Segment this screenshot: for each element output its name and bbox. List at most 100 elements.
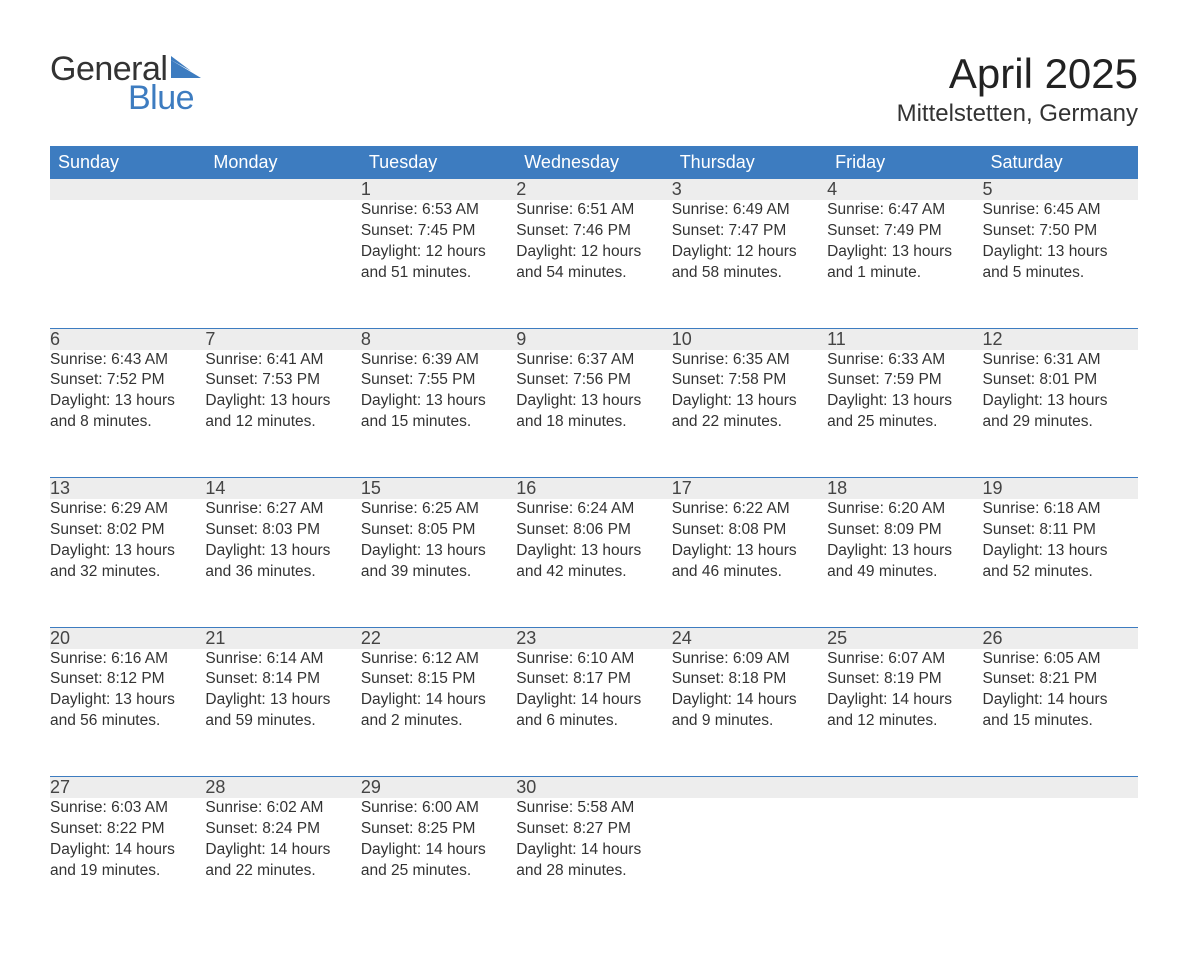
- daylight-text: and 19 minutes.: [50, 861, 205, 882]
- daylight-text: and 1 minute.: [827, 263, 982, 284]
- daylight-text: and 9 minutes.: [672, 711, 827, 732]
- day-details: Sunrise: 6:18 AMSunset: 8:11 PMDaylight:…: [983, 499, 1138, 627]
- weekday-header: Tuesday: [361, 146, 516, 179]
- day-number: 23: [516, 627, 671, 649]
- day-details: Sunrise: 6:16 AMSunset: 8:12 PMDaylight:…: [50, 649, 205, 777]
- day-details: [672, 798, 827, 926]
- day-number: 18: [827, 478, 982, 500]
- daylight-text: and 36 minutes.: [205, 562, 360, 583]
- daylight-text: and 15 minutes.: [361, 412, 516, 433]
- day-number: [50, 179, 205, 200]
- day-details: Sunrise: 6:09 AMSunset: 8:18 PMDaylight:…: [672, 649, 827, 777]
- sunset-text: Sunset: 8:19 PM: [827, 669, 982, 690]
- daylight-text: Daylight: 13 hours: [672, 391, 827, 412]
- day-number: 14: [205, 478, 360, 500]
- day-details: Sunrise: 6:35 AMSunset: 7:58 PMDaylight:…: [672, 350, 827, 478]
- sunrise-text: Sunrise: 6:41 AM: [205, 350, 360, 371]
- daylight-text: and 25 minutes.: [827, 412, 982, 433]
- sunrise-text: Sunrise: 6:10 AM: [516, 649, 671, 670]
- daylight-text: Daylight: 14 hours: [361, 840, 516, 861]
- day-number: 9: [516, 328, 671, 350]
- day-number: 12: [983, 328, 1138, 350]
- day-details: Sunrise: 6:10 AMSunset: 8:17 PMDaylight:…: [516, 649, 671, 777]
- daylight-text: Daylight: 13 hours: [361, 391, 516, 412]
- day-number: 24: [672, 627, 827, 649]
- day-number: 10: [672, 328, 827, 350]
- sunset-text: Sunset: 8:09 PM: [827, 520, 982, 541]
- daylight-text: Daylight: 12 hours: [516, 242, 671, 263]
- day-number: 15: [361, 478, 516, 500]
- day-number: 30: [516, 777, 671, 799]
- daylight-text: Daylight: 13 hours: [827, 242, 982, 263]
- day-number: 28: [205, 777, 360, 799]
- day-details: Sunrise: 6:03 AMSunset: 8:22 PMDaylight:…: [50, 798, 205, 926]
- sunset-text: Sunset: 8:05 PM: [361, 520, 516, 541]
- daylight-text: Daylight: 13 hours: [50, 541, 205, 562]
- sunset-text: Sunset: 7:45 PM: [361, 221, 516, 242]
- daylight-text: Daylight: 12 hours: [361, 242, 516, 263]
- day-details: Sunrise: 6:07 AMSunset: 8:19 PMDaylight:…: [827, 649, 982, 777]
- sunrise-text: Sunrise: 6:47 AM: [827, 200, 982, 221]
- sunset-text: Sunset: 8:01 PM: [983, 370, 1138, 391]
- day-details: [205, 200, 360, 328]
- daylight-text: and 12 minutes.: [205, 412, 360, 433]
- daylight-text: Daylight: 13 hours: [516, 541, 671, 562]
- daylight-text: Daylight: 14 hours: [827, 690, 982, 711]
- day-number: 26: [983, 627, 1138, 649]
- sunset-text: Sunset: 8:02 PM: [50, 520, 205, 541]
- daylight-text: Daylight: 13 hours: [205, 391, 360, 412]
- day-details: Sunrise: 6:41 AMSunset: 7:53 PMDaylight:…: [205, 350, 360, 478]
- sunrise-text: Sunrise: 6:39 AM: [361, 350, 516, 371]
- daylight-text: Daylight: 13 hours: [827, 541, 982, 562]
- sunset-text: Sunset: 8:17 PM: [516, 669, 671, 690]
- sunrise-text: Sunrise: 6:24 AM: [516, 499, 671, 520]
- sunset-text: Sunset: 7:47 PM: [672, 221, 827, 242]
- location-subtitle: Mittelstetten, Germany: [897, 100, 1138, 128]
- sunset-text: Sunset: 7:55 PM: [361, 370, 516, 391]
- weekday-header: Sunday: [50, 146, 205, 179]
- sunset-text: Sunset: 8:14 PM: [205, 669, 360, 690]
- daylight-text: Daylight: 13 hours: [672, 541, 827, 562]
- daylight-text: Daylight: 13 hours: [983, 391, 1138, 412]
- day-body-row: Sunrise: 6:16 AMSunset: 8:12 PMDaylight:…: [50, 649, 1138, 777]
- sunset-text: Sunset: 7:56 PM: [516, 370, 671, 391]
- weekday-header: Friday: [827, 146, 982, 179]
- daylight-text: and 49 minutes.: [827, 562, 982, 583]
- sunrise-text: Sunrise: 6:37 AM: [516, 350, 671, 371]
- day-details: Sunrise: 6:37 AMSunset: 7:56 PMDaylight:…: [516, 350, 671, 478]
- daylight-text: Daylight: 13 hours: [827, 391, 982, 412]
- day-number: 27: [50, 777, 205, 799]
- sunrise-text: Sunrise: 6:18 AM: [983, 499, 1138, 520]
- day-details: Sunrise: 6:53 AMSunset: 7:45 PMDaylight:…: [361, 200, 516, 328]
- sunrise-text: Sunrise: 6:00 AM: [361, 798, 516, 819]
- sunset-text: Sunset: 8:21 PM: [983, 669, 1138, 690]
- day-details: Sunrise: 6:25 AMSunset: 8:05 PMDaylight:…: [361, 499, 516, 627]
- daylight-text: Daylight: 13 hours: [983, 541, 1138, 562]
- daylight-text: and 56 minutes.: [50, 711, 205, 732]
- daylight-text: and 18 minutes.: [516, 412, 671, 433]
- month-title: April 2025: [897, 50, 1138, 98]
- sunrise-text: Sunrise: 5:58 AM: [516, 798, 671, 819]
- sunrise-text: Sunrise: 6:20 AM: [827, 499, 982, 520]
- page-header: General Blue April 2025 Mittelstetten, G…: [50, 50, 1138, 128]
- day-number: 4: [827, 179, 982, 200]
- day-number-row: 6789101112: [50, 328, 1138, 350]
- day-number: 20: [50, 627, 205, 649]
- day-number: 13: [50, 478, 205, 500]
- day-number: [205, 179, 360, 200]
- day-details: Sunrise: 6:00 AMSunset: 8:25 PMDaylight:…: [361, 798, 516, 926]
- day-details: Sunrise: 6:22 AMSunset: 8:08 PMDaylight:…: [672, 499, 827, 627]
- weekday-header: Monday: [205, 146, 360, 179]
- daylight-text: Daylight: 14 hours: [50, 840, 205, 861]
- daylight-text: and 59 minutes.: [205, 711, 360, 732]
- day-body-row: Sunrise: 6:53 AMSunset: 7:45 PMDaylight:…: [50, 200, 1138, 328]
- day-number: 25: [827, 627, 982, 649]
- day-number-row: 20212223242526: [50, 627, 1138, 649]
- daylight-text: Daylight: 13 hours: [516, 391, 671, 412]
- sunset-text: Sunset: 7:58 PM: [672, 370, 827, 391]
- sunrise-text: Sunrise: 6:07 AM: [827, 649, 982, 670]
- day-number: 1: [361, 179, 516, 200]
- daylight-text: Daylight: 14 hours: [672, 690, 827, 711]
- daylight-text: and 46 minutes.: [672, 562, 827, 583]
- day-number: 21: [205, 627, 360, 649]
